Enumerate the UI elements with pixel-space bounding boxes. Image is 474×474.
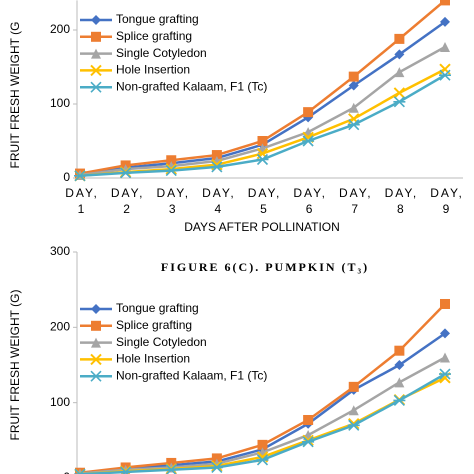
legend-label: Non-grafted Kalaam, F1 (Tc) bbox=[116, 368, 267, 382]
marker bbox=[90, 81, 102, 93]
x-tick-label: DAY, 6 bbox=[293, 186, 327, 216]
x-tick-label: DAY, 4 bbox=[202, 186, 236, 216]
legend-label: Splice grafting bbox=[116, 318, 192, 332]
marker bbox=[90, 353, 102, 366]
marker bbox=[165, 163, 177, 175]
marker bbox=[211, 453, 222, 464]
marker bbox=[91, 15, 101, 25]
marker bbox=[119, 466, 132, 474]
marker bbox=[394, 67, 405, 78]
marker bbox=[348, 381, 359, 392]
marker bbox=[348, 405, 359, 416]
x-tick-label: DAY, 5 bbox=[247, 186, 282, 216]
marker bbox=[394, 33, 405, 44]
marker bbox=[91, 304, 101, 314]
marker bbox=[119, 167, 132, 179]
legend-label: Non-grafted Kalaam, F1 (Tc) bbox=[116, 79, 267, 93]
marker bbox=[211, 460, 223, 472]
marker bbox=[91, 31, 101, 42]
y-axis-label: FRUIT FRESH WEIGHT (G bbox=[8, 22, 22, 169]
marker bbox=[74, 468, 86, 474]
marker bbox=[347, 419, 360, 431]
y-tick-label: 100 bbox=[50, 395, 70, 409]
chart-title: FIGURE 6(C). PUMPKIN (T₃) bbox=[161, 260, 369, 274]
y-tick-label: 200 bbox=[50, 320, 70, 334]
x-tick-label: DAY, 9 bbox=[430, 186, 464, 216]
y-tick-label: 200 bbox=[50, 22, 70, 36]
legend-label: Tongue grafting bbox=[116, 12, 199, 26]
legend-label: Hole Insertion bbox=[116, 63, 190, 77]
marker bbox=[91, 337, 101, 348]
x-tick-label: DAY, 8 bbox=[384, 186, 419, 216]
marker bbox=[347, 119, 360, 131]
marker bbox=[440, 328, 450, 339]
marker bbox=[91, 320, 101, 331]
marker bbox=[394, 360, 405, 371]
marker bbox=[165, 464, 178, 474]
marker bbox=[393, 87, 406, 99]
marker bbox=[303, 414, 314, 425]
marker bbox=[90, 64, 102, 77]
marker bbox=[302, 135, 315, 147]
y-tick-label: 300 bbox=[50, 244, 70, 258]
marker bbox=[256, 153, 269, 166]
marker bbox=[257, 439, 268, 450]
legend-label: Single Cotyledon bbox=[116, 335, 207, 349]
marker bbox=[440, 42, 450, 53]
marker bbox=[439, 368, 451, 380]
marker bbox=[440, 352, 450, 363]
legend-label: Tongue grafting bbox=[116, 301, 199, 315]
marker bbox=[302, 436, 315, 448]
marker bbox=[440, 0, 450, 6]
y-tick-label: 0 bbox=[63, 470, 70, 474]
marker bbox=[256, 454, 269, 466]
x-axis-label: DAYS AFTER POLLINATION bbox=[184, 220, 340, 234]
marker bbox=[211, 150, 222, 161]
x-tick-label: DAY, 1 bbox=[65, 186, 99, 216]
x-tick-label: DAY, 7 bbox=[338, 186, 373, 216]
marker bbox=[74, 170, 86, 182]
marker bbox=[394, 49, 405, 60]
marker bbox=[348, 71, 359, 82]
marker bbox=[440, 16, 450, 27]
x-tick-label: DAY, 3 bbox=[156, 186, 191, 216]
marker bbox=[257, 136, 268, 146]
legend-label: Hole Insertion bbox=[116, 352, 190, 366]
marker bbox=[440, 298, 450, 309]
marker bbox=[393, 394, 406, 406]
marker bbox=[439, 69, 451, 81]
marker bbox=[210, 461, 223, 474]
marker bbox=[90, 370, 102, 382]
legend-label: Single Cotyledon bbox=[116, 46, 207, 60]
marker bbox=[303, 107, 314, 118]
legend-label: Splice grafting bbox=[116, 29, 192, 43]
marker bbox=[394, 345, 405, 356]
y-axis-label: FRUIT FRESH WEIGHT (G) bbox=[8, 290, 22, 441]
marker bbox=[348, 102, 359, 113]
marker bbox=[166, 155, 177, 166]
marker bbox=[348, 80, 359, 91]
marker bbox=[165, 165, 178, 177]
y-tick-label: 100 bbox=[50, 96, 70, 110]
marker bbox=[393, 96, 406, 108]
marker bbox=[91, 48, 101, 59]
y-tick-label: 0 bbox=[63, 170, 70, 184]
marker bbox=[394, 377, 405, 388]
marker bbox=[210, 161, 223, 173]
x-tick-label: DAY, 2 bbox=[110, 186, 145, 216]
